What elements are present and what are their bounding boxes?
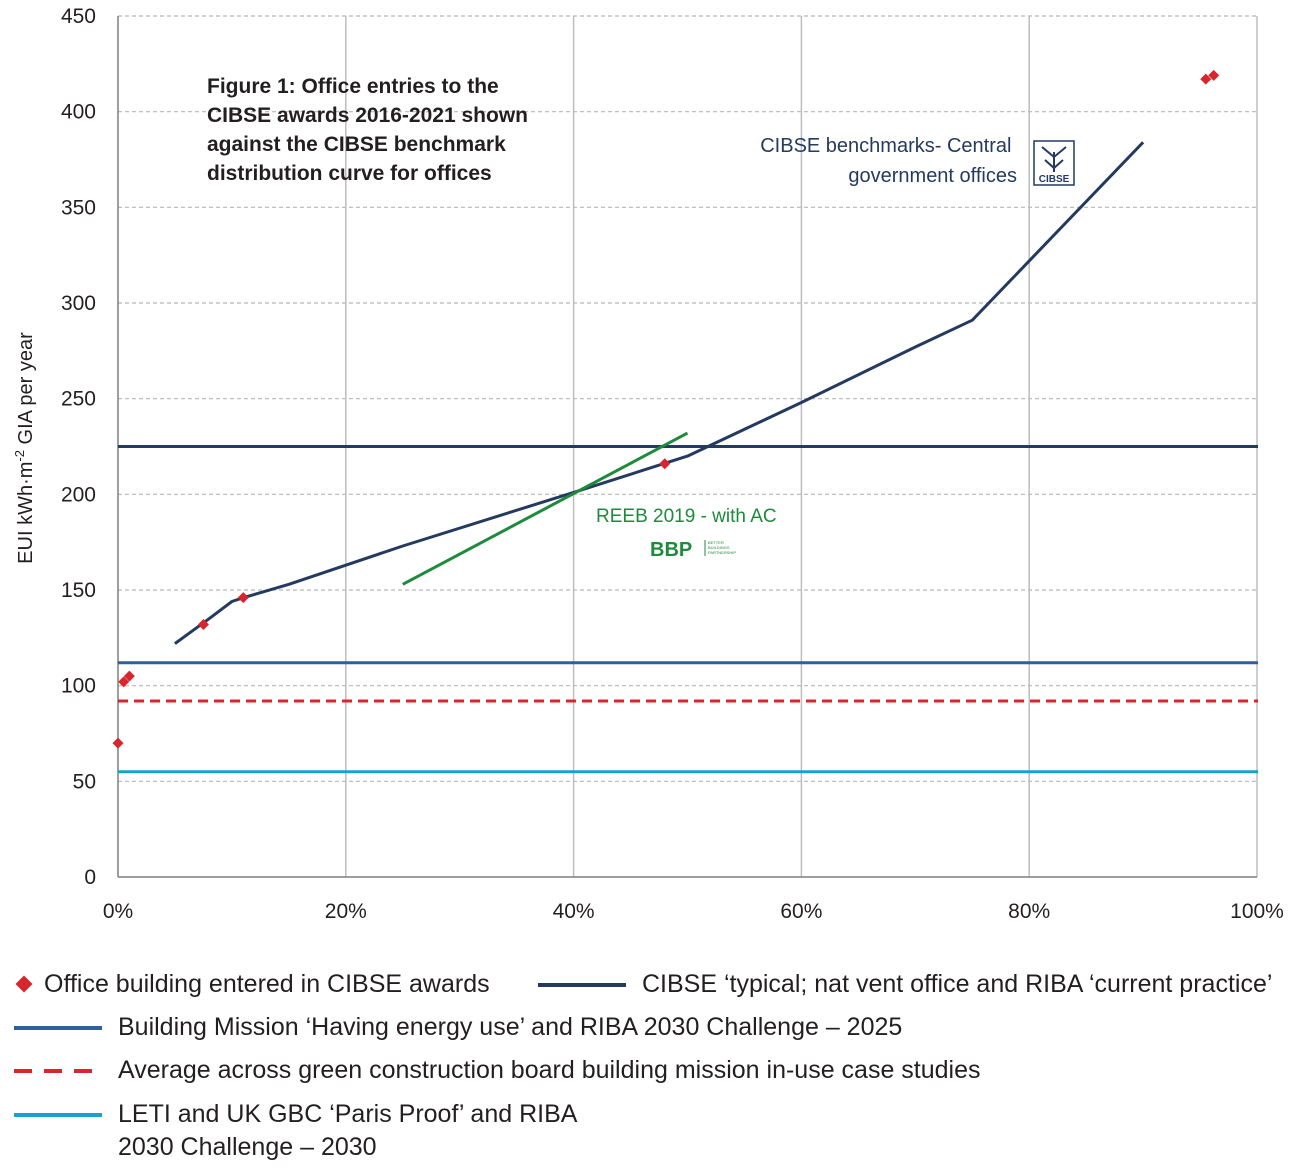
- legend: Office building entered in CIBSE awards …: [0, 960, 1294, 1172]
- svg-text:BETTER: BETTER: [708, 540, 724, 545]
- y-tick-label: 450: [61, 5, 96, 28]
- legend-item-awards: Office building entered in CIBSE awards: [4, 968, 490, 1001]
- legend-item-leti: LETI and UK GBC ‘Paris Proof’ and RIBA 2…: [14, 1098, 577, 1164]
- legend-item-cibse-typical: CIBSE ‘typical; nat vent office and RIBA…: [538, 968, 1272, 1001]
- data-point: [197, 618, 209, 630]
- y-tick-label: 250: [61, 388, 96, 411]
- gridlines: [117, 15, 1258, 878]
- y-axis-label: EUI kWh·m-2 GIA per year: [12, 332, 37, 564]
- svg-text:BUILDINGS: BUILDINGS: [708, 545, 730, 550]
- axis-ticks: 0 50 100 150 200 250 300 350 400 450 0% 20% 40% 60% 80…: [61, 5, 1284, 923]
- legend-line-swatch: [14, 1026, 102, 1030]
- legend-line-swatch: [538, 983, 626, 987]
- series-lines: [174, 141, 1145, 645]
- data-point: [659, 458, 671, 470]
- cibse-logo: CIBSE: [1033, 140, 1075, 186]
- data-point: [1208, 69, 1220, 81]
- svg-text:CIBSE: CIBSE: [1039, 174, 1070, 185]
- y-tick-label: 350: [61, 196, 96, 219]
- chart-title: Figure 1: Office entries to the CIBSE aw…: [207, 75, 534, 185]
- series-line: [174, 141, 1145, 645]
- legend-label: Building Mission ‘Having energy use’ and…: [118, 1013, 903, 1041]
- reeb-annotation: REEB 2019 - with AC: [596, 506, 777, 527]
- data-point: [1200, 73, 1212, 85]
- series-line: [402, 431, 689, 586]
- x-tick-label: 0%: [103, 900, 133, 923]
- legend-label: CIBSE ‘typical; nat vent office and RIBA…: [642, 970, 1273, 998]
- bbp-logo: BBP BETTER BUILDINGS PARTNERSHIP: [650, 539, 736, 561]
- data-point: [123, 670, 135, 682]
- x-tick-label: 100%: [1230, 900, 1284, 923]
- y-tick-label: 150: [61, 579, 96, 602]
- data-points: [112, 69, 1220, 749]
- data-point: [237, 592, 249, 604]
- y-tick-label: 50: [73, 770, 96, 793]
- x-tick-label: 20%: [325, 900, 367, 923]
- data-point: [112, 737, 124, 749]
- y-tick-label: 300: [61, 292, 96, 315]
- y-tick-label: 100: [61, 675, 96, 698]
- svg-text:PARTNERSHIP: PARTNERSHIP: [708, 550, 736, 555]
- chart: 0 50 100 150 200 250 300 350 400 450 0% 20% 40% 60% 80…: [12, 5, 1284, 923]
- svg-text:BBP: BBP: [650, 539, 692, 561]
- y-tick-label: 0: [84, 866, 96, 889]
- reference-lines: [118, 445, 1258, 774]
- cibse-annotation: CIBSE benchmarks- Central government off…: [760, 135, 1017, 187]
- x-tick-label: 60%: [780, 900, 822, 923]
- x-tick-label: 80%: [1008, 900, 1050, 923]
- legend-label: Office building entered in CIBSE awards: [44, 970, 490, 998]
- data-point: [118, 676, 130, 688]
- legend-item-building-mission: Building Mission ‘Having energy use’ and…: [14, 1011, 902, 1044]
- y-tick-label: 200: [61, 483, 96, 506]
- legend-dash-swatch: [14, 1069, 102, 1073]
- legend-label: LETI and UK GBC ‘Paris Proof’ and RIBA 2…: [118, 1100, 578, 1161]
- x-tick-label: 40%: [553, 900, 595, 923]
- legend-line-swatch: [14, 1113, 102, 1117]
- y-tick-label: 400: [61, 101, 96, 124]
- diamond-marker-icon: [15, 975, 33, 993]
- legend-item-average: Average across green construction board …: [14, 1054, 981, 1087]
- legend-label: Average across green construction board …: [118, 1056, 981, 1084]
